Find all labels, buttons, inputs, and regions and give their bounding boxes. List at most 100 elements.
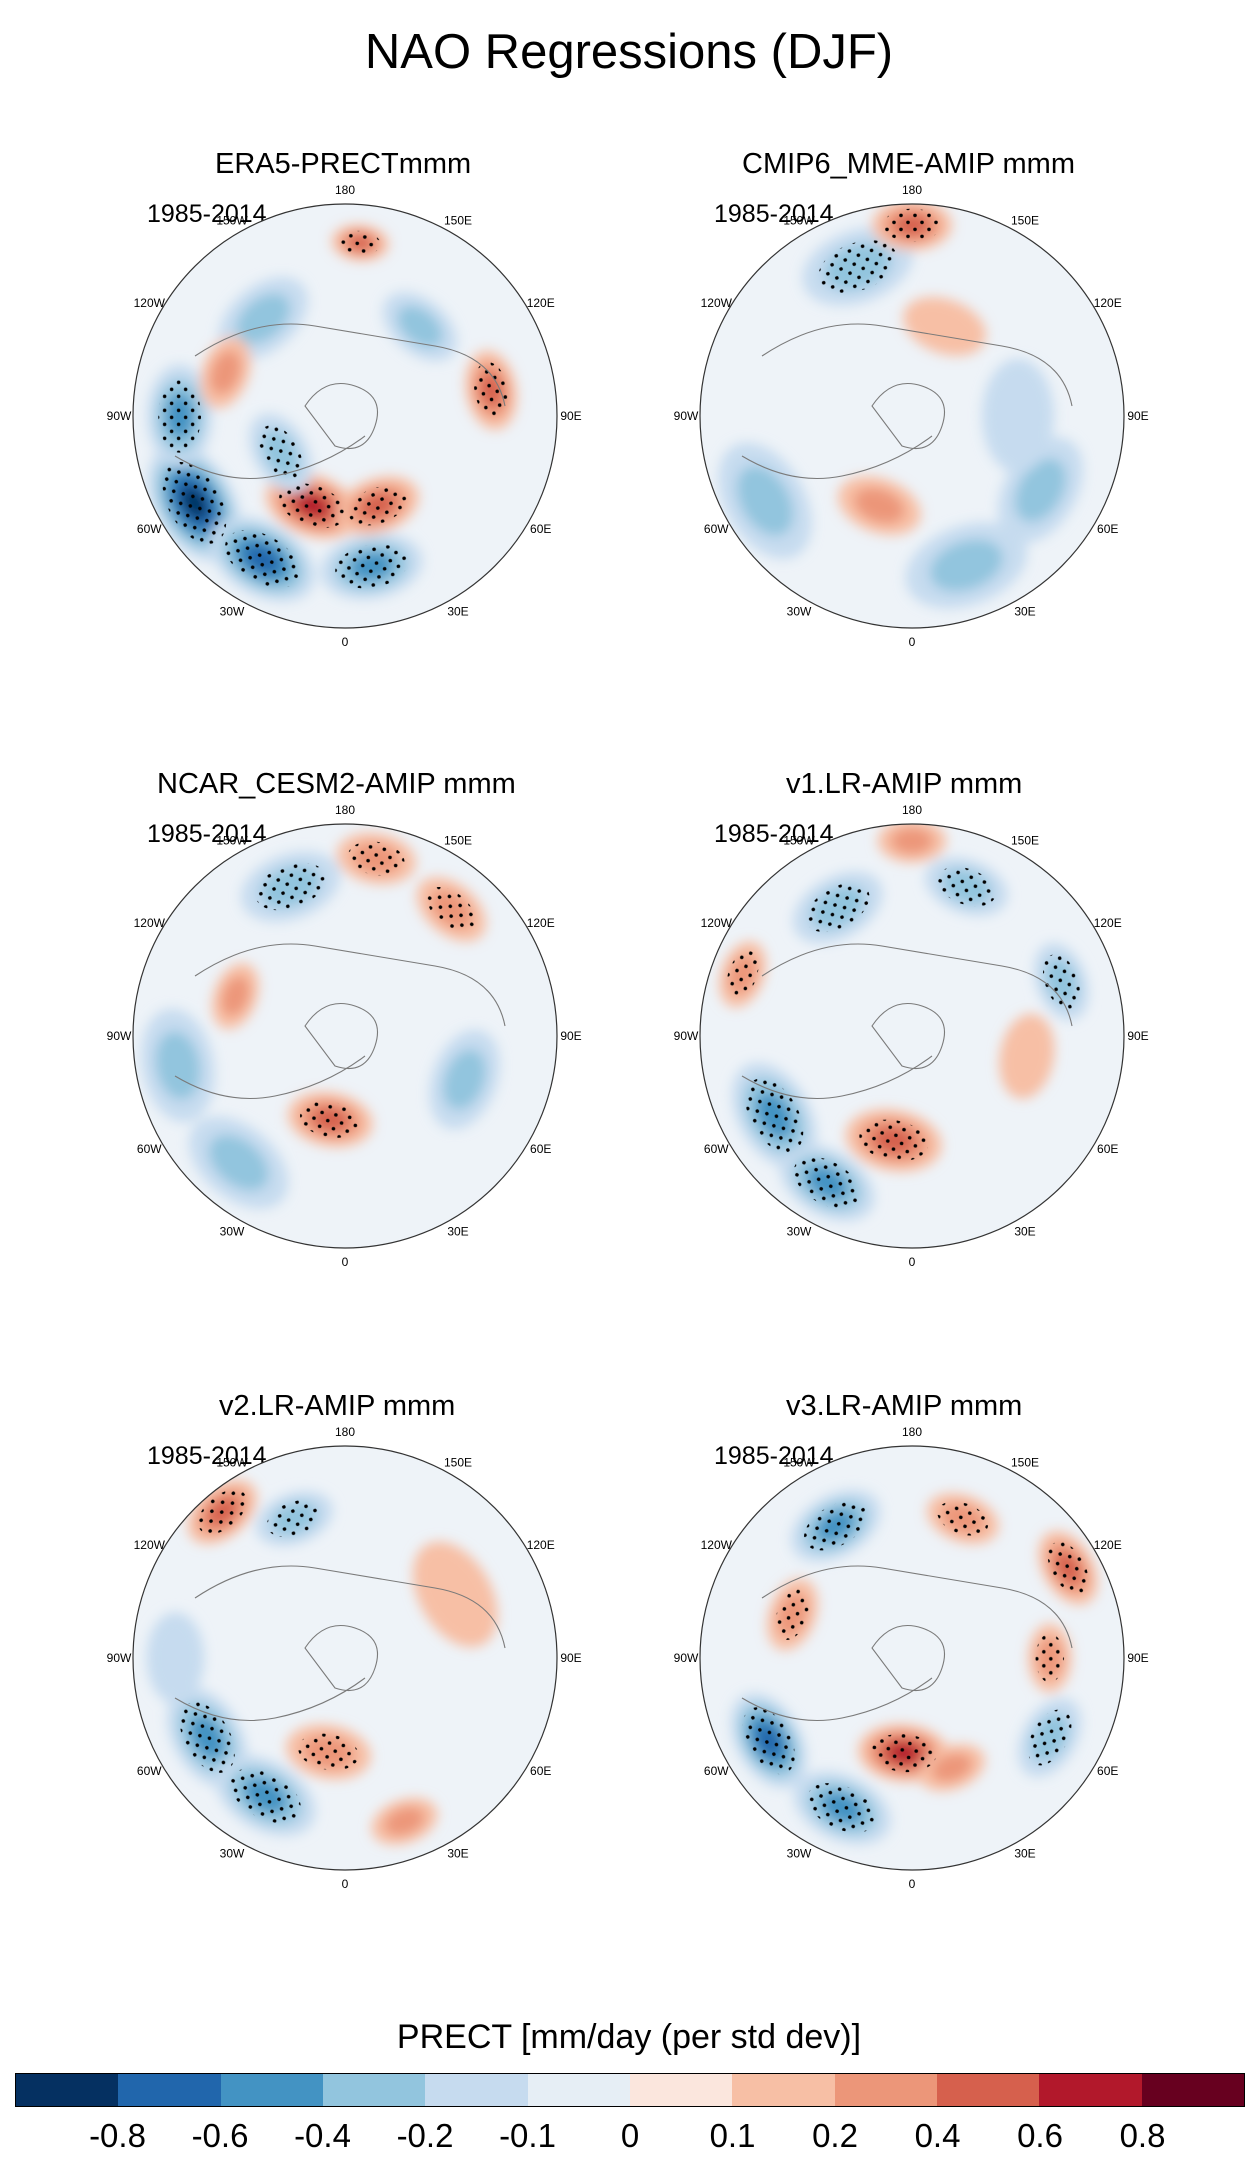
significance-stipple: [426, 887, 476, 932]
colorbar-segment: [1039, 2074, 1142, 2106]
longitude-label: 150E: [1011, 213, 1039, 227]
polar-precip-map: 180 150E 120E 90E 60E 30E 0 30W 60W 90W 120W 150W: [107, 1425, 582, 1891]
significance-stipple: [348, 841, 405, 876]
colorbar-segment: [936, 2074, 1040, 2106]
longitude-label: 120W: [134, 1538, 166, 1552]
longitude-label: 90W: [674, 1029, 699, 1043]
longitude-label: 150E: [444, 1455, 472, 1469]
colorbar-tick-label: 0.1: [709, 2117, 756, 2154]
longitude-label: 30E: [447, 605, 468, 619]
precip-anomaly: [854, 488, 905, 524]
longitude-label: 30W: [787, 1847, 812, 1861]
precip-anomaly: [932, 1753, 972, 1782]
longitude-label: 120W: [701, 296, 733, 310]
longitude-label: 60W: [137, 1764, 162, 1778]
precip-anomaly: [236, 293, 291, 344]
significance-stipple: [1035, 1633, 1065, 1683]
significance-stipple: [742, 1707, 795, 1775]
significance-stipple: [807, 1783, 877, 1833]
colorbar-segment: [425, 2074, 528, 2106]
panel-period: 1985-2014: [147, 200, 267, 228]
precip-anomaly: [981, 358, 1055, 474]
panel-period: 1985-2014: [714, 200, 834, 228]
significance-stipple: [158, 379, 202, 453]
precip-anomaly: [412, 1541, 498, 1648]
panel-period: 1985-2014: [147, 1442, 267, 1470]
colorbar-segment: [834, 2074, 937, 2106]
map-panel-v1-lr: v1.LR-AMIP mmm 1985-2014 180 150E 120E 90E 6…: [612, 768, 1212, 1328]
map-panel-ncar-cesm2: NCAR_CESM2-AMIP mmm 1985-2014 180 150E 120…: [45, 768, 645, 1328]
longitude-label: 90E: [560, 1029, 581, 1043]
significance-stipple: [871, 1733, 937, 1773]
longitude-label: 120W: [701, 1538, 733, 1552]
longitude-label: 0: [342, 635, 349, 649]
significance-stipple: [179, 1702, 235, 1773]
precip-anomaly: [221, 976, 250, 1016]
longitude-label: 60W: [704, 1142, 729, 1156]
longitude-label: 180: [902, 183, 922, 197]
map-boundary: [132, 203, 558, 629]
longitude-label: 120E: [527, 1538, 555, 1552]
panel-period: 1985-2014: [714, 820, 834, 848]
colorbar-tick-label: 0.8: [1119, 2117, 1166, 2154]
longitude-label: 150E: [444, 213, 472, 227]
longitude-label: 30E: [1014, 605, 1035, 619]
significance-stipple: [266, 1500, 322, 1537]
longitude-label: 90W: [107, 1651, 132, 1665]
longitude-label: 90E: [560, 1651, 581, 1665]
colorbar-tick-label: 0: [620, 2117, 640, 2154]
longitude-label: 120E: [1094, 916, 1122, 930]
significance-stipple: [804, 1501, 868, 1551]
colorbar-segment: [527, 2074, 630, 2106]
longitude-label: 30W: [787, 605, 812, 619]
map-panel-v2-lr: v2.LR-AMIP mmm 1985-2014 180 150E 120E 90E 6…: [45, 1390, 645, 1950]
longitude-label: 60E: [530, 522, 551, 536]
colorbar-tick-label: -0.1: [499, 2117, 556, 2154]
longitude-label: 30E: [1014, 1225, 1035, 1239]
panel-title: v2.LR-AMIP mmm: [219, 1390, 456, 1422]
longitude-label: 150W: [216, 833, 248, 847]
precip-anomaly: [208, 1135, 269, 1191]
longitude-label: 90E: [560, 409, 581, 423]
longitude-label: 0: [909, 1255, 916, 1269]
significance-stipple: [937, 1501, 989, 1536]
longitude-label: 150E: [1011, 1455, 1039, 1469]
significance-stipple: [348, 485, 407, 526]
longitude-label: 0: [342, 1255, 349, 1269]
coastline: [741, 943, 1073, 1100]
map-panel-era5: ERA5-PRECTmmm 1985-2014 180 150E 120E 90E 60…: [45, 148, 645, 708]
precip-anomaly: [999, 1013, 1055, 1099]
longitude-label: 180: [335, 1425, 355, 1439]
longitude-label: 90E: [1127, 1029, 1148, 1043]
longitude-label: 90E: [1127, 1651, 1148, 1665]
precip-anomaly: [384, 1807, 425, 1836]
polar-precip-map: 180 150E 120E 90E 60E 30E 0 30W 60W 90W 120W 150W: [674, 803, 1149, 1269]
longitude-label: 120E: [527, 916, 555, 930]
polar-precip-map: 180 150E 120E 90E 60E 30E 0 30W 60W 90W 120W 150W: [107, 183, 582, 649]
longitude-label: 60W: [137, 1142, 162, 1156]
longitude-label: 150W: [783, 833, 815, 847]
significance-stipple: [255, 862, 326, 911]
longitude-label: 30E: [447, 1225, 468, 1239]
precip-anomaly: [146, 1612, 205, 1704]
colorbar-tick-label: -0.6: [191, 2117, 249, 2154]
colorbar-segment: [220, 2074, 323, 2106]
precip-anomaly: [929, 539, 1003, 592]
significance-stipple: [279, 483, 346, 529]
colorbar-segment: [1141, 2074, 1244, 2106]
significance-stipple: [859, 1119, 928, 1162]
longitude-label: 60W: [137, 522, 162, 536]
precip-anomaly: [210, 350, 241, 395]
significance-stipple: [818, 240, 897, 293]
significance-stipple: [793, 1156, 861, 1209]
coastline: [741, 323, 1073, 480]
significance-stipple: [474, 362, 509, 419]
longitude-label: 0: [909, 1877, 916, 1891]
longitude-label: 150W: [783, 213, 815, 227]
longitude-label: 120W: [134, 916, 166, 930]
coastline: [174, 1565, 506, 1722]
longitude-label: 30W: [220, 605, 245, 619]
coastline: [174, 943, 506, 1100]
longitude-label: 90E: [1127, 409, 1148, 423]
longitude-label: 180: [335, 803, 355, 817]
